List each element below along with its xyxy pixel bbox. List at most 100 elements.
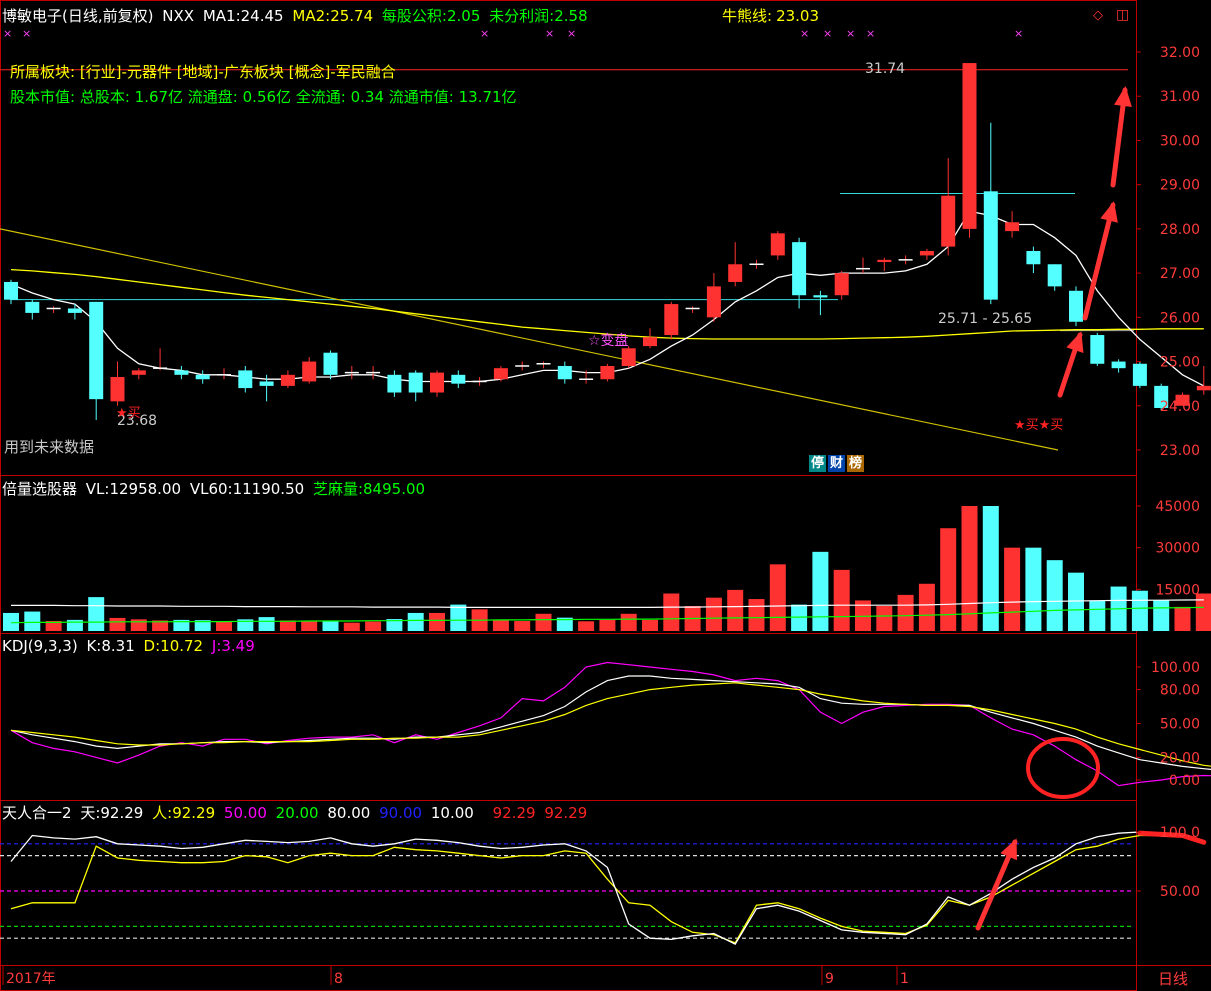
price-tick-label: 32.00 [1160, 45, 1200, 61]
volume-bar [301, 621, 318, 631]
arrow-up-2-head [1100, 201, 1118, 223]
volume-bar [1153, 600, 1170, 631]
level-10-value: 10.00 [430, 804, 474, 822]
top-marker: × [866, 27, 875, 40]
volume-tick-label: 30000 [1155, 541, 1200, 557]
volume-bar [1174, 606, 1191, 631]
candle-body [600, 365, 615, 380]
diamond-icon[interactable]: ◇ [1093, 8, 1103, 23]
red-value-1: 92.29 [492, 804, 536, 822]
price-tick-label: 27.00 [1160, 266, 1200, 282]
red-value-2: 92.29 [544, 804, 588, 822]
candle-body [1090, 335, 1105, 364]
period-label: 日线 [1158, 970, 1188, 988]
candle-body [1047, 264, 1062, 287]
j-label: J: [211, 637, 222, 655]
volume-bar [216, 621, 232, 631]
volume-bar [556, 617, 573, 631]
volume-bar [3, 612, 19, 631]
candle-body [1175, 394, 1190, 406]
volume-bar [897, 594, 914, 631]
ma2-label: MA2: [292, 7, 331, 25]
d-label: D: [143, 637, 161, 655]
ma2-line [10, 268, 1204, 340]
volume-bar [812, 551, 829, 631]
volume-tick-label: 15000 [1155, 582, 1200, 598]
tian-label: 天: [80, 804, 101, 822]
candle-body [919, 251, 934, 256]
volume-bar [173, 619, 190, 631]
date-label: 2017年 [6, 971, 56, 987]
candle-body [877, 259, 892, 263]
ma1-label: MA1: [202, 7, 241, 25]
top-marker: × [3, 27, 12, 40]
tian-signal-segment [1137, 830, 1207, 845]
volume-bar [1089, 600, 1106, 631]
candle-body [4, 281, 18, 300]
price-tick-label: 29.00 [1160, 178, 1200, 194]
kdj-tick-label: 0.00 [1169, 773, 1200, 789]
volume-bar [45, 621, 62, 631]
downtrend-line [0, 228, 1059, 451]
kdj-j-line [10, 661, 1211, 787]
volume-bar [642, 619, 658, 631]
high-price-label: 31.74 [865, 61, 906, 77]
kdj-tick-label: 100.00 [1151, 660, 1200, 676]
volume-bar [940, 528, 957, 631]
volume-bar [791, 604, 808, 631]
candle-body [813, 295, 828, 298]
candle-body [941, 195, 956, 247]
level-20-value: 20.00 [275, 804, 319, 822]
volume-bar [727, 589, 744, 631]
right-axis: 32.00 31.00 30.00 29.00 28.00 27.00 26.00 25.00… [1136, 45, 1200, 900]
volume-bar [1004, 547, 1021, 631]
d-value: 10.72 [160, 637, 204, 655]
volume-bar [88, 597, 105, 631]
candle-body [174, 370, 189, 375]
arrow-up-2 [1082, 202, 1116, 321]
volume-bar [258, 617, 275, 631]
ren-line [10, 834, 1204, 944]
price-tick-label: 31.00 [1160, 89, 1200, 105]
candle-body [728, 264, 743, 282]
buy-signal-1: ★买 [116, 406, 141, 421]
volume-bar [24, 611, 41, 631]
badge-limitup[interactable]: 停 [809, 455, 827, 472]
volume-bar [1025, 547, 1042, 631]
undist-value: 2.58 [554, 7, 588, 25]
volume-bar [450, 604, 467, 631]
volume-bar [109, 617, 126, 631]
volume-bar [705, 597, 722, 631]
volume-bar [407, 612, 424, 631]
window-toggle-icon[interactable]: ◫ [1116, 7, 1130, 23]
candle-body [664, 304, 679, 336]
level-50-value: 50.00 [223, 804, 267, 822]
volume-bar [663, 593, 680, 631]
volume-bar [279, 620, 296, 631]
j-value: 3.49 [221, 637, 255, 655]
bullbear-header: 牛熊线: 23.03 [722, 7, 823, 25]
volume-bar [194, 620, 211, 631]
zhima-line [10, 606, 1204, 624]
tianren-name: 天人合一2 [2, 804, 72, 822]
volume-bar [1131, 590, 1148, 631]
ren-value: 92.29 [172, 804, 216, 822]
bvps-value: 2.05 [446, 7, 481, 25]
sector-line: 所属板块: [行业]-元器件 [地域]-广东板块 [概念]-军民融合 [10, 63, 396, 81]
candle-body [493, 368, 508, 380]
volume-bar [1046, 560, 1063, 631]
badge-finance[interactable]: 财 [828, 455, 846, 472]
candle-body [195, 374, 210, 380]
vl60-value: 11190.50 [232, 480, 305, 498]
candle-body [387, 374, 402, 393]
k-label: K: [86, 637, 102, 655]
candle-body [792, 242, 807, 296]
buy-signal-2: ★买★买 [1014, 418, 1064, 433]
volume-bar [514, 621, 531, 631]
candle-body [280, 374, 295, 386]
volume-bar [961, 506, 978, 631]
tianren-tick-label: 100.0 [1160, 825, 1200, 841]
badge-rank[interactable]: 榜 [847, 455, 865, 472]
candle-body [1005, 222, 1020, 232]
